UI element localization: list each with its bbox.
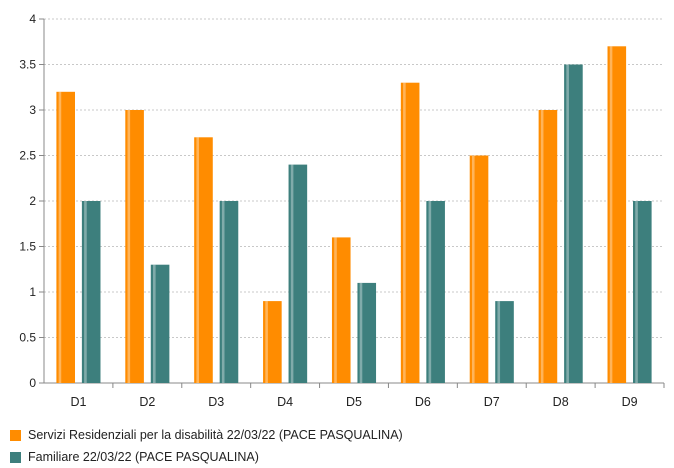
bar-highlight bbox=[153, 264, 156, 383]
bar-series-1-D1 bbox=[56, 91, 75, 384]
legend-item-series-2: Familiare 22/03/22 (PACE PASQUALINA) bbox=[10, 446, 403, 468]
bar-series-1-D5 bbox=[331, 237, 351, 383]
bar-series-1-D7 bbox=[469, 155, 489, 383]
bar-series-2-D3 bbox=[219, 201, 239, 383]
bar-highlight bbox=[127, 110, 131, 383]
bar-highlight bbox=[566, 64, 569, 383]
bar-highlight bbox=[221, 201, 225, 383]
x-tick-label: D2 bbox=[139, 395, 155, 409]
bar-highlight bbox=[497, 301, 501, 383]
bar-highlight bbox=[84, 201, 87, 383]
bar-series-2-D9 bbox=[633, 201, 652, 383]
bar-highlight bbox=[58, 91, 62, 384]
bar-series-1-D3 bbox=[194, 137, 213, 383]
y-tick-label: 1.5 bbox=[19, 240, 36, 254]
bar-highlight bbox=[403, 82, 406, 383]
legend-label-series-2: Familiare 22/03/22 (PACE PASQUALINA) bbox=[28, 450, 259, 464]
legend: Servizi Residenziali per la disabilità 2… bbox=[10, 424, 403, 468]
bar-series-1-D4 bbox=[263, 301, 282, 383]
bar-highlight bbox=[290, 164, 294, 383]
x-tick-label: D8 bbox=[553, 395, 569, 409]
y-tick-label: 2 bbox=[29, 194, 36, 208]
bar-series-2-D2 bbox=[150, 264, 170, 383]
bar-highlight bbox=[196, 137, 200, 383]
bar-series-1-D9 bbox=[607, 46, 627, 384]
y-tick-label: 0 bbox=[29, 376, 36, 390]
legend-swatch-series-2 bbox=[10, 451, 21, 463]
legend-swatch-series-1 bbox=[10, 429, 21, 441]
bar-highlight bbox=[334, 237, 337, 383]
x-tick-label: D3 bbox=[208, 395, 224, 409]
bar-series-1-D2 bbox=[125, 110, 144, 383]
bar-highlight bbox=[609, 46, 613, 384]
bar-series-2-D5 bbox=[357, 282, 377, 383]
y-tick-label: 4 bbox=[29, 12, 36, 26]
legend-label-series-1: Servizi Residenziali per la disabilità 2… bbox=[28, 428, 403, 442]
bar-series-2-D8 bbox=[564, 64, 583, 383]
x-tick-label: D1 bbox=[70, 395, 86, 409]
bar-series-1-D8 bbox=[538, 110, 558, 383]
y-tick-label: 0.5 bbox=[19, 331, 36, 345]
x-tick-label: D6 bbox=[415, 395, 431, 409]
y-tick-label: 3 bbox=[29, 103, 36, 117]
bar-highlight bbox=[471, 155, 475, 383]
y-tick-label: 1 bbox=[29, 285, 36, 299]
bar-chart: 0 0.5 1 1.5 2 2.5 3 3.5 4 D1 D2 D3 D4 D5 D6 D7 D8 D9 bbox=[19, 12, 665, 409]
y-tick-label: 2.5 bbox=[19, 149, 36, 163]
bar-highlight bbox=[540, 110, 544, 383]
y-tick-label: 3.5 bbox=[19, 58, 36, 72]
x-tick-label: D7 bbox=[484, 395, 500, 409]
x-tick-label: D5 bbox=[346, 395, 362, 409]
x-tick-label: D9 bbox=[622, 395, 638, 409]
bar-series-2-D4 bbox=[288, 164, 308, 383]
x-tick-label: D4 bbox=[277, 395, 293, 409]
legend-item-series-1: Servizi Residenziali per la disabilità 2… bbox=[10, 424, 403, 446]
bar-series-1-D6 bbox=[400, 82, 420, 383]
bar-series-2-D1 bbox=[81, 201, 101, 383]
bar-highlight bbox=[359, 282, 363, 383]
bar-highlight bbox=[428, 201, 432, 383]
bar-highlight bbox=[635, 201, 638, 383]
bar-series-2-D6 bbox=[426, 201, 445, 383]
bar-series-2-D7 bbox=[495, 301, 514, 383]
bar-highlight bbox=[265, 301, 268, 383]
